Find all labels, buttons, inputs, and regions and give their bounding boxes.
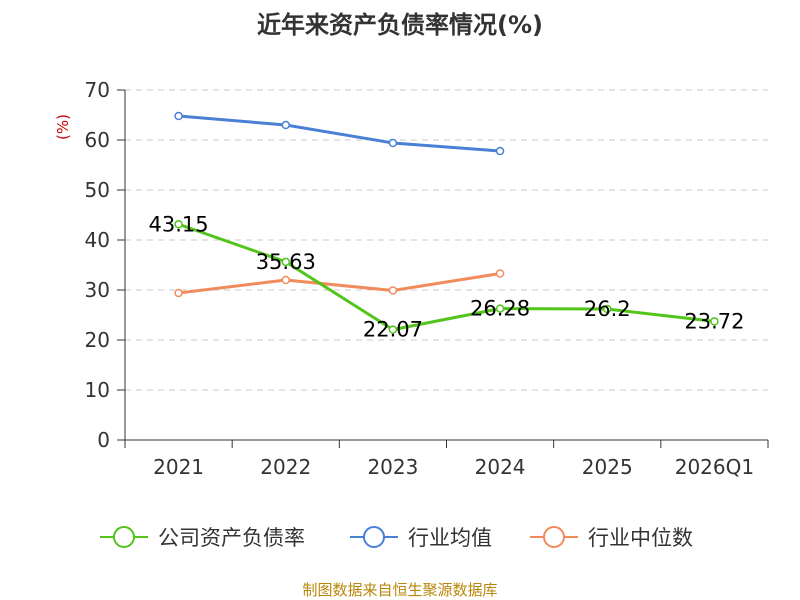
grid-lines [125, 89, 768, 391]
series-line [178, 114, 501, 153]
x-tick-label: 2025 [582, 455, 633, 479]
y-tick-label: 50 [85, 178, 110, 202]
data-point [710, 317, 719, 326]
x-tick-label: 2026Q1 [675, 455, 754, 479]
data-point [388, 138, 398, 148]
x-tick-label: 2021 [153, 455, 204, 479]
data-point [174, 220, 183, 229]
y-tick-label: 0 [97, 428, 110, 452]
y-tick-label: 20 [85, 328, 110, 352]
y-tick-label: 70 [85, 78, 110, 102]
data-point [281, 120, 290, 130]
legend-marker [543, 526, 565, 548]
data-point [388, 325, 398, 334]
source-note: 制图数据来自恒生聚源数据库 [302, 581, 497, 599]
data-label: 43.15 [149, 212, 209, 236]
data-labels: 43.15 35.63 22.07 26.28 26.2 23.72 [149, 212, 745, 341]
data-point [495, 304, 505, 313]
data-label: 22.07 [363, 318, 423, 342]
axes: 0 10 20 30 40 50 60 70 2021 2022 2023 2024 2025 2026Q… [85, 78, 769, 479]
y-tick-label: 40 [85, 228, 110, 252]
x-tick-label: 2022 [260, 455, 311, 479]
data-label: 23.72 [684, 309, 744, 333]
legend-label: 公司资产负债率 [158, 526, 305, 550]
data-point [281, 275, 290, 285]
series-line [178, 222, 715, 332]
data-label: 35.63 [256, 250, 316, 274]
series-line [178, 272, 501, 295]
series-lines [174, 111, 719, 334]
chart-title: 近年来资产负债率情况(%) [257, 11, 543, 39]
y-tick-label: 10 [85, 378, 110, 402]
data-point [495, 269, 505, 278]
y-axis-label: (%) [54, 114, 72, 140]
data-point [495, 146, 505, 156]
data-label: 26.28 [470, 297, 530, 321]
legend-label: 行业中位数 [588, 526, 693, 550]
x-tick-label: 2024 [475, 455, 526, 479]
data-point [603, 304, 612, 314]
y-tick-label: 60 [85, 128, 110, 152]
legend: 公司资产负债率 行业均值 行业中位数 [100, 526, 693, 550]
legend-label: 行业均值 [408, 526, 492, 550]
legend-marker [363, 526, 385, 548]
x-tick-label: 2023 [367, 455, 418, 479]
y-tick-label: 30 [85, 278, 110, 302]
legend-marker [113, 526, 135, 548]
data-point [174, 111, 183, 121]
data-point [281, 257, 290, 267]
data-point [388, 286, 398, 295]
data-label: 26.2 [584, 297, 631, 321]
data-point [174, 288, 183, 298]
